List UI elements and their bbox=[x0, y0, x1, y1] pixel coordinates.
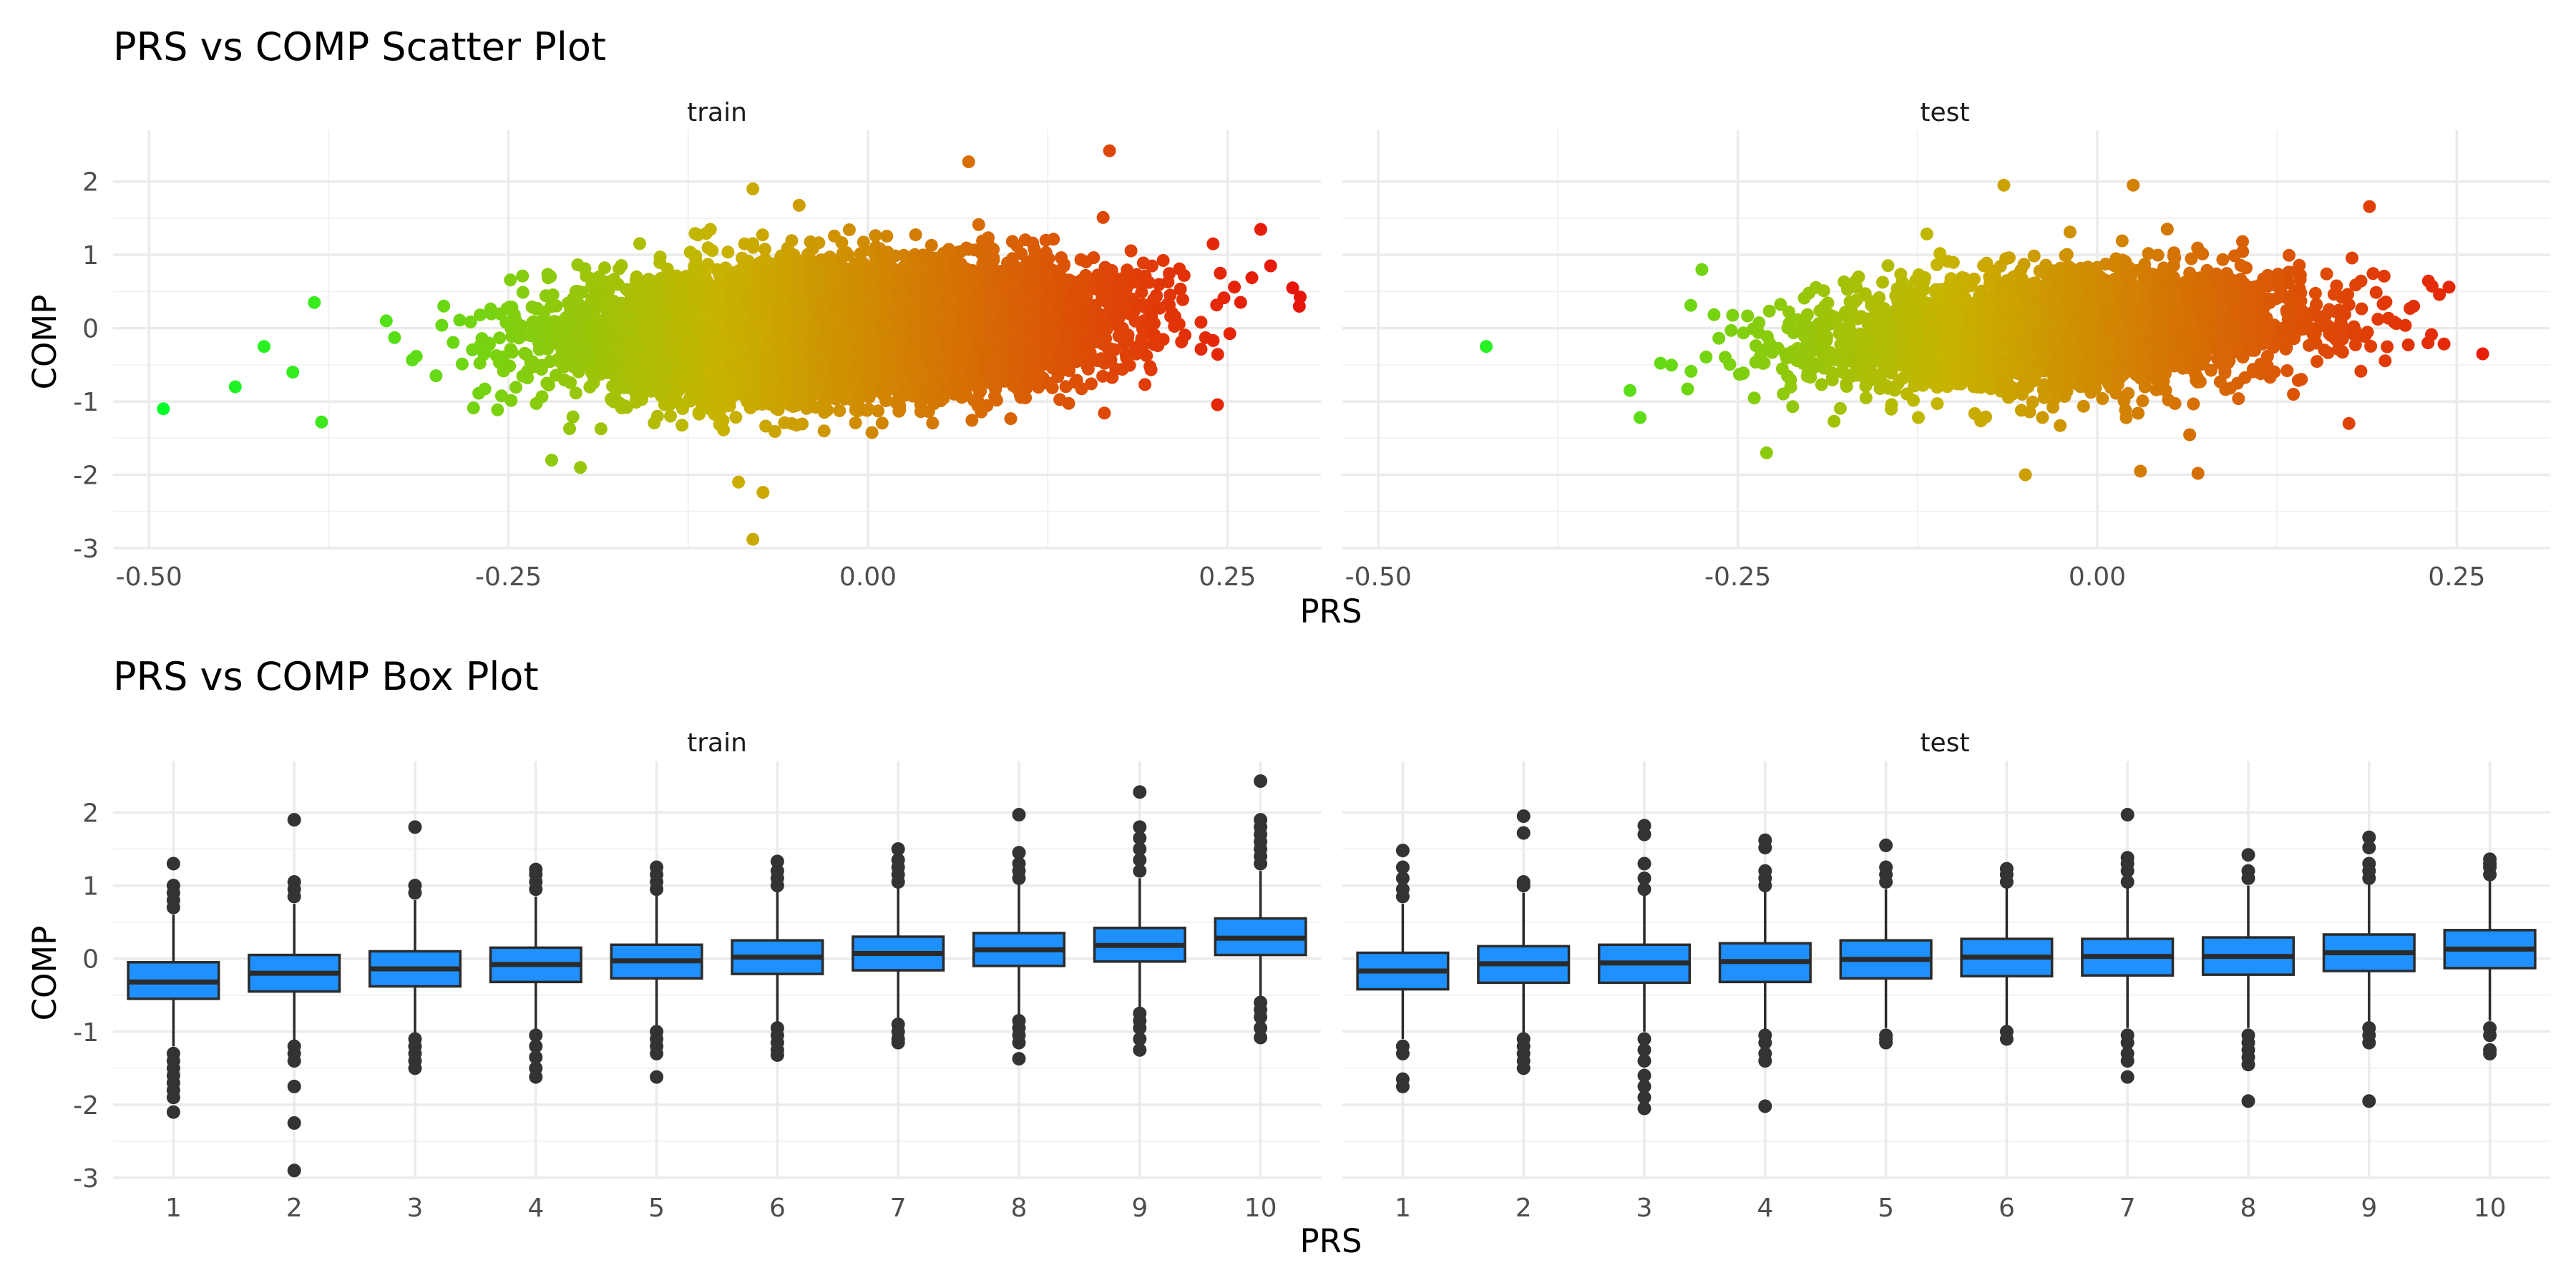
scatter-point bbox=[1228, 280, 1241, 294]
scatter-point bbox=[880, 230, 894, 243]
scatter-point bbox=[924, 238, 938, 252]
scatter-point bbox=[1085, 377, 1098, 391]
scatter-point bbox=[453, 313, 467, 327]
scatter-point bbox=[875, 416, 889, 430]
scatter-point bbox=[1234, 296, 1247, 309]
scatter-point bbox=[1136, 256, 1150, 270]
scatter-point bbox=[942, 243, 955, 256]
scatter-point bbox=[865, 426, 879, 439]
scatter-point bbox=[849, 403, 862, 416]
scatter-point bbox=[792, 198, 806, 212]
scatter-point bbox=[1194, 316, 1208, 329]
scatter-point bbox=[474, 308, 487, 322]
scatter-point bbox=[1245, 271, 1259, 285]
scatter-point bbox=[491, 403, 504, 416]
scatter-point bbox=[437, 299, 451, 313]
scatter-plot-title: PRS vs COMP Scatter Plot bbox=[113, 24, 606, 69]
scatter-point bbox=[467, 401, 480, 415]
scatter-point bbox=[965, 414, 979, 427]
scatter-point bbox=[493, 331, 507, 345]
scatter-point bbox=[613, 262, 626, 275]
scatter-point bbox=[1292, 300, 1306, 313]
scatter-point bbox=[869, 229, 882, 243]
scatter-point bbox=[1156, 254, 1170, 267]
scatter-point bbox=[516, 269, 530, 283]
scatter-point bbox=[758, 243, 771, 256]
scatter-point bbox=[406, 353, 419, 366]
scatter-point bbox=[1223, 327, 1236, 341]
scatter-point bbox=[909, 228, 922, 242]
scatter-point bbox=[1286, 281, 1299, 295]
scatter-point bbox=[1176, 293, 1189, 306]
scatter-strip-train: train bbox=[687, 98, 747, 127]
scatter-point bbox=[1163, 288, 1177, 302]
scatter-point bbox=[990, 394, 1003, 407]
scatter-point bbox=[1098, 406, 1111, 420]
scatter-point bbox=[1124, 244, 1138, 258]
scatter-point bbox=[633, 237, 646, 250]
scatter-point bbox=[663, 398, 677, 411]
scatter-point bbox=[1140, 349, 1153, 363]
scatter-point bbox=[1194, 343, 1208, 356]
scatter-point bbox=[1138, 378, 1152, 391]
scatter-point bbox=[842, 223, 856, 237]
scatter-point bbox=[1039, 233, 1053, 247]
scatter-point bbox=[525, 301, 539, 313]
scatter-point bbox=[564, 376, 577, 389]
scatter-point bbox=[872, 404, 885, 418]
scatter-point bbox=[1096, 210, 1110, 224]
scatter-point bbox=[833, 404, 847, 417]
scatter-point bbox=[539, 289, 552, 303]
scatter-point bbox=[629, 396, 643, 409]
scatter-point bbox=[1206, 333, 1220, 347]
scatter-points bbox=[157, 144, 2489, 546]
scatter-point bbox=[1294, 291, 1307, 304]
scatter-point bbox=[578, 262, 592, 275]
scatter-strip-test: test bbox=[1920, 98, 1969, 127]
scatter-point bbox=[664, 409, 677, 423]
scatter-point bbox=[688, 227, 702, 240]
